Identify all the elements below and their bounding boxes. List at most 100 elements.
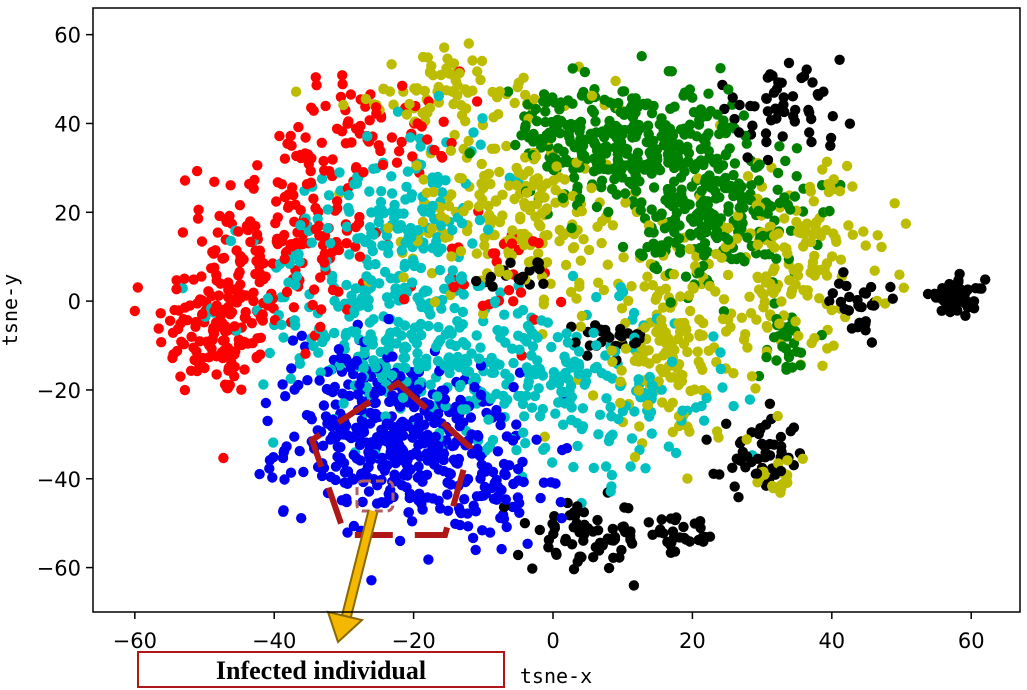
scatter-point (203, 352, 215, 363)
scatter-point (483, 200, 494, 212)
scatter-point (346, 290, 357, 301)
scatter-point (541, 178, 553, 189)
scatter-point (532, 257, 543, 268)
scatter-point (742, 152, 753, 163)
scatter-point (341, 279, 352, 291)
scatter-point (715, 347, 726, 358)
scatter-point (191, 365, 203, 377)
scatter-point (620, 188, 631, 199)
scatter-point (626, 179, 638, 190)
scatter-point (600, 148, 612, 159)
scatter-point (607, 523, 618, 535)
scatter-point (729, 481, 740, 492)
scatter-point (439, 42, 450, 53)
scatter-point (728, 169, 739, 181)
scatter-point (432, 355, 444, 367)
scatter-point (536, 315, 547, 326)
y-tick-label: −60 (37, 557, 81, 581)
scatter-point (742, 171, 754, 182)
scatter-point (847, 181, 858, 192)
scatter-point (653, 323, 664, 335)
scatter-point (673, 379, 684, 391)
scatter-point (600, 461, 612, 472)
scatter-point (640, 463, 651, 474)
scatter-point (513, 167, 524, 178)
scatter-point (412, 225, 424, 236)
scatter-point (694, 267, 705, 278)
scatter-point (858, 226, 869, 237)
scatter-point (695, 104, 707, 115)
scatter-point (433, 495, 444, 506)
scatter-point (721, 418, 732, 429)
scatter-point (233, 226, 244, 237)
scatter-point (808, 196, 819, 207)
scatter-point (432, 408, 444, 420)
scatter-point (239, 364, 250, 375)
scatter-point (322, 204, 333, 215)
scatter-point (262, 293, 274, 304)
scatter-point (471, 275, 482, 287)
scatter-point (423, 554, 434, 565)
scatter-point (771, 253, 782, 264)
scatter-point (401, 109, 412, 120)
scatter-point (358, 167, 369, 178)
scatter-point (567, 270, 579, 282)
scatter-point (435, 69, 447, 81)
scatter-point (846, 323, 858, 334)
scatter-point (354, 211, 365, 223)
scatter-point (647, 142, 658, 153)
scatter-point (776, 296, 787, 307)
scatter-point (404, 488, 416, 500)
scatter-point (418, 438, 430, 449)
scatter-point (302, 375, 313, 386)
scatter-point (806, 136, 817, 148)
scatter-point (682, 473, 693, 484)
scatter-point (718, 306, 730, 317)
scatter-point (693, 356, 704, 367)
scatter-point (565, 118, 577, 130)
scatter-point (968, 296, 980, 307)
scatter-point (401, 181, 412, 192)
scatter-point (284, 189, 295, 200)
scatter-point (414, 488, 425, 499)
scatter-point (533, 383, 544, 394)
scatter-point (296, 330, 307, 341)
scatter-point (371, 108, 382, 119)
scatter-point (306, 237, 317, 248)
scatter-point (762, 208, 773, 219)
scatter-point (636, 197, 647, 208)
scatter-point (676, 184, 687, 195)
scatter-point (179, 175, 191, 186)
scatter-point (669, 226, 680, 238)
scatter-point (590, 140, 601, 151)
scatter-point (714, 469, 725, 480)
scatter-point (371, 498, 383, 509)
scatter-point (538, 96, 549, 107)
scatter-point (208, 248, 219, 259)
scatter-point (734, 99, 745, 111)
scatter-point (620, 343, 632, 354)
scatter-point (806, 113, 817, 125)
scatter-point (684, 536, 695, 547)
scatter-point (344, 206, 355, 217)
scatter-point (209, 262, 220, 273)
scatter-point (740, 329, 751, 340)
scatter-point (264, 347, 275, 359)
scatter-point (519, 411, 530, 422)
scatter-point (475, 74, 486, 86)
scatter-point (956, 284, 967, 295)
scatter-point (798, 284, 809, 296)
scatter-point (703, 345, 714, 356)
scatter-point (642, 120, 654, 131)
scatter-point (741, 451, 753, 462)
scatter-point (457, 306, 469, 318)
scatter-point (426, 268, 438, 279)
scatter-point (599, 94, 610, 106)
scatter-point (519, 518, 531, 529)
scatter-point (462, 356, 473, 368)
arrow-head (326, 610, 365, 644)
scatter-point (291, 271, 303, 282)
scatter-point (527, 563, 538, 574)
scatter-point (461, 103, 472, 114)
scatter-point (278, 505, 289, 516)
